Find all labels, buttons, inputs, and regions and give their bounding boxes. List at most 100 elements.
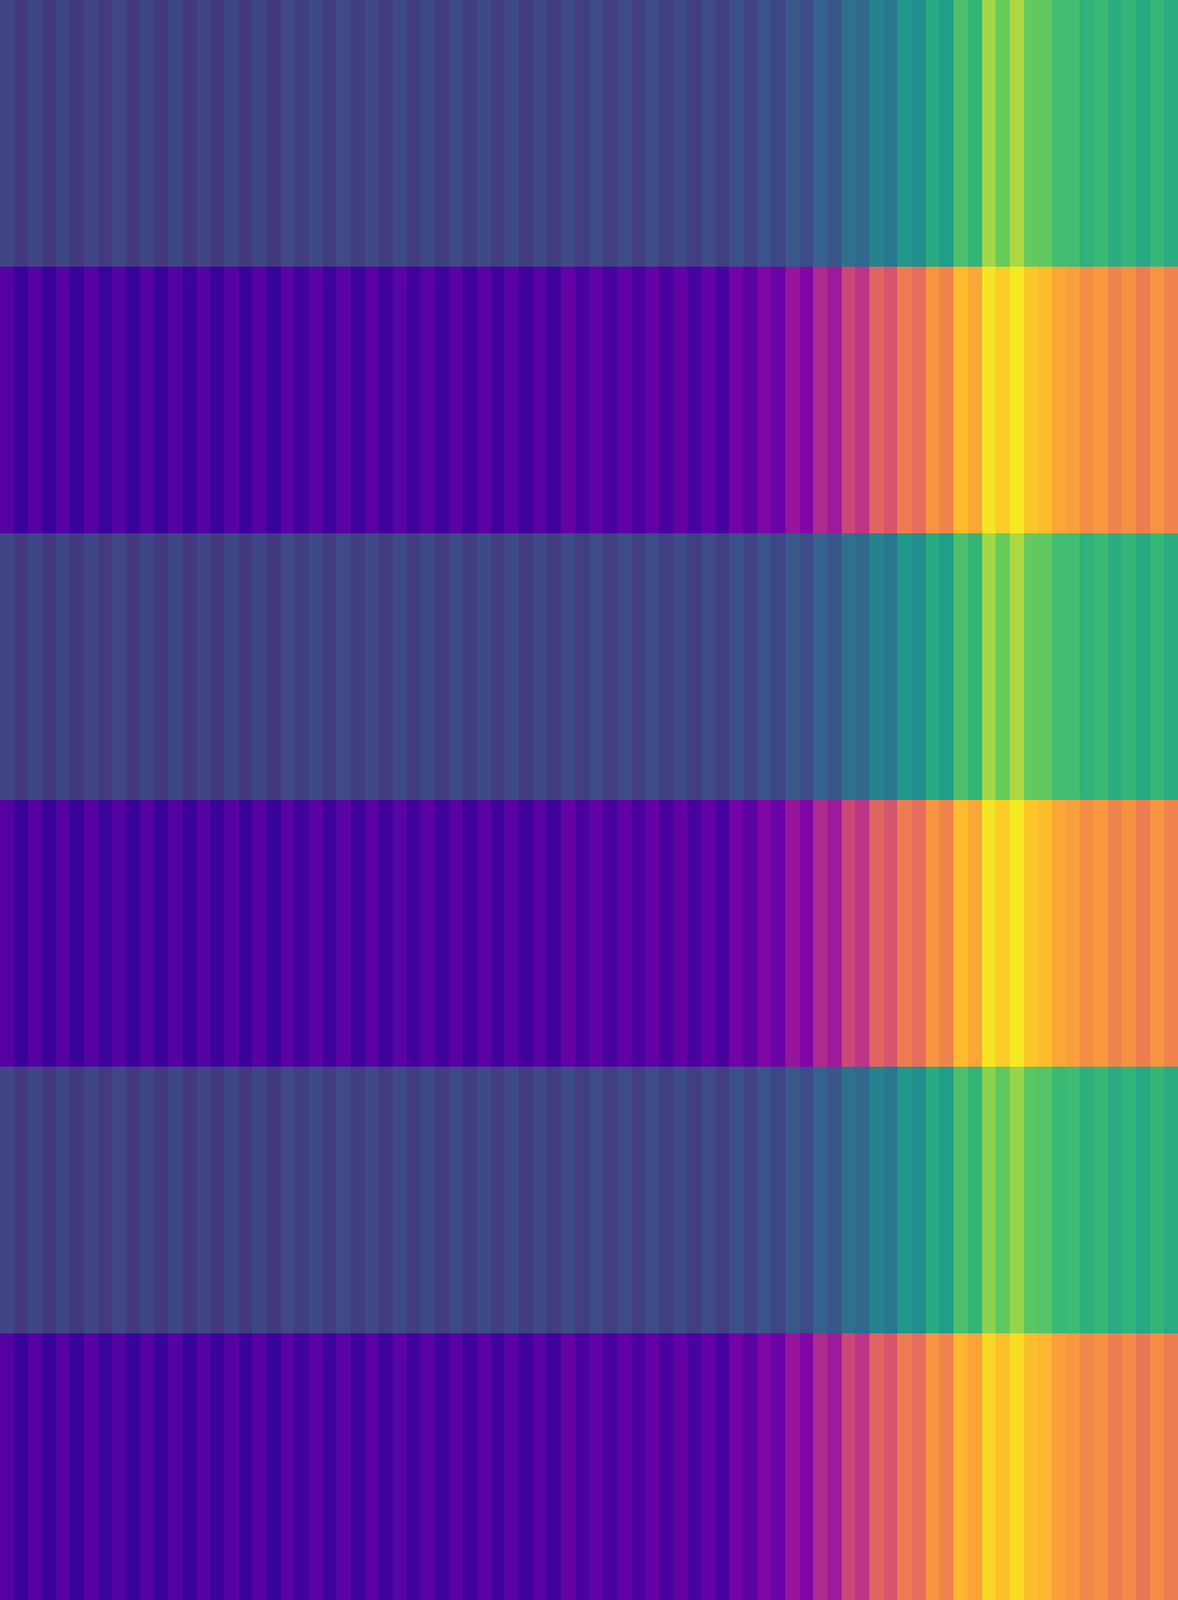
heatmap-cell (266, 533, 281, 801)
heatmap-cell (771, 1066, 786, 1334)
heatmap-cell (350, 533, 365, 801)
heatmap-cell (785, 266, 800, 535)
heatmap-cell (953, 1066, 968, 1334)
heatmap-cell (897, 799, 912, 1068)
heatmap-cell (266, 1332, 281, 1600)
heatmap-cell (841, 0, 857, 268)
heatmap-cell (504, 533, 519, 801)
heatmap-cell (182, 799, 197, 1068)
heatmap-cell (27, 266, 43, 535)
heatmap-cell (392, 799, 407, 1068)
heatmap-cell (518, 266, 534, 535)
heatmap-cell (1037, 799, 1052, 1068)
heatmap-cell (84, 1332, 99, 1600)
heatmap-cell (406, 266, 422, 535)
heatmap-panel (0, 1332, 1178, 1600)
heatmap-cell (42, 799, 57, 1068)
heatmap-cell (602, 799, 618, 1068)
heatmap-cell (827, 1066, 842, 1334)
heatmap-cell (883, 1066, 899, 1334)
heatmap-cell (111, 799, 127, 1068)
heatmap-cell (140, 1332, 155, 1600)
heatmap-cell (476, 533, 492, 801)
heatmap-cell (42, 266, 57, 535)
heatmap-cell (855, 533, 870, 801)
heatmap-cell (364, 0, 380, 268)
heatmap-cell (728, 1332, 744, 1600)
heatmap-cell (111, 266, 127, 535)
heatmap-cell (589, 266, 604, 535)
heatmap-cell (168, 533, 183, 801)
heatmap-cell (210, 266, 225, 535)
heatmap-cell (939, 533, 954, 801)
heatmap-cell (364, 799, 380, 1068)
heatmap-cell (0, 0, 15, 268)
heatmap-cell (1009, 533, 1025, 801)
heatmap-cell (925, 1066, 941, 1334)
heatmap-cell (602, 266, 618, 535)
heatmap-panel (0, 266, 1178, 535)
heatmap-cell (883, 533, 899, 801)
heatmap-cell (855, 1066, 870, 1334)
heatmap-cell (855, 266, 870, 535)
heatmap-cell (182, 1066, 197, 1334)
heatmap-cell (476, 1332, 492, 1600)
heatmap-cell (799, 533, 814, 801)
heatmap-cell (701, 1066, 716, 1334)
heatmap-cell (252, 799, 267, 1068)
heatmap-cell (1024, 266, 1039, 535)
heatmap-cell (280, 533, 296, 801)
heatmap-cell (42, 1066, 57, 1334)
heatmap-cell (701, 0, 716, 268)
heatmap-cell (476, 1066, 492, 1334)
heatmap-cell (743, 533, 758, 801)
heatmap-cell (644, 1332, 660, 1600)
heatmap-cell (322, 533, 338, 801)
heatmap-cell (953, 1332, 968, 1600)
heatmap-cell (491, 1332, 506, 1600)
heatmap-cell (1024, 1066, 1039, 1334)
heatmap-cell (1079, 266, 1094, 535)
heatmap-cell (420, 1332, 435, 1600)
heatmap-cell (1079, 799, 1094, 1068)
heatmap-cell (911, 1066, 926, 1334)
heatmap-cell (995, 1332, 1010, 1600)
heatmap-cell (602, 0, 618, 268)
heatmap-cell (434, 0, 450, 268)
heatmap-cell (813, 1066, 828, 1334)
heatmap-cell (743, 266, 758, 535)
heatmap-cell (364, 1332, 380, 1600)
heatmap-cell (1066, 1066, 1081, 1334)
heatmap-cell (827, 1332, 842, 1600)
heatmap-cell (827, 0, 842, 268)
heatmap-cell (757, 533, 772, 801)
heatmap-cell (701, 533, 716, 801)
heatmap-cell (378, 0, 393, 268)
heatmap-cell (575, 533, 590, 801)
heatmap-cell (631, 0, 646, 268)
heatmap-cell (491, 0, 506, 268)
heatmap-cell (686, 1066, 702, 1334)
heatmap-cell (84, 1066, 99, 1334)
heatmap-cell (462, 0, 477, 268)
heatmap-cell (575, 266, 590, 535)
heatmap-cell (1051, 1066, 1067, 1334)
heatmap-cell (196, 266, 212, 535)
heatmap-cell (939, 266, 954, 535)
heatmap-cell (210, 799, 225, 1068)
heatmap-cell (1037, 1066, 1052, 1334)
heatmap-cell (799, 266, 814, 535)
heatmap-cell (378, 799, 393, 1068)
heatmap-cell (911, 0, 926, 268)
heatmap-cell (518, 533, 534, 801)
heatmap-cell (589, 799, 604, 1068)
heatmap-cell (504, 799, 519, 1068)
heatmap-cell (1163, 533, 1178, 801)
heatmap-cell (238, 799, 254, 1068)
heatmap-cell (336, 0, 351, 268)
heatmap-cell (771, 533, 786, 801)
heatmap-cell (673, 1332, 688, 1600)
heatmap-cell (883, 799, 899, 1068)
heatmap-cell (967, 533, 983, 801)
heatmap-cell (728, 799, 744, 1068)
